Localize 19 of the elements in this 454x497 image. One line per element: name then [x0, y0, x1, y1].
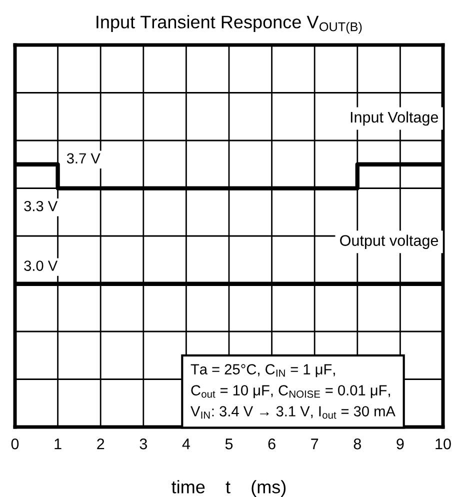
text: 3.7 V: [66, 153, 100, 164]
x-tick-label: 6: [268, 438, 276, 450]
x-tick-label: 5: [225, 438, 233, 450]
x-tick-label: 7: [311, 438, 318, 450]
x-tick-label: 1: [54, 438, 62, 450]
text: Ta = 25°C, C$_{IN}$ = 1 μF, C$_{out}$ = 10 μF, C$_{NOISE}$ = 0.01 μF, V$_{IN}$: 3.4 V → 3.1 V, I$_{out}$ = 30 mA: [190, 364, 396, 419]
x-axis-title: time t (ms): [172, 480, 286, 497]
x-tick-label: 9: [396, 438, 404, 450]
annotation: 3.0 V: [24, 260, 58, 271]
text: Output voltage: [340, 234, 438, 249]
x-tick-label: 0: [11, 438, 19, 450]
x-tick-label: 2: [97, 438, 104, 450]
x-tick-label: 4: [182, 438, 190, 450]
annotation: 3.3 V: [24, 200, 58, 212]
x-tick-label: 10: [436, 438, 451, 450]
x-tick-label: 3: [140, 438, 147, 450]
text: Input Voltage: [350, 111, 438, 126]
x-tick-label: 8: [354, 438, 361, 450]
chart-title: Input Transient Responce V$_{OUT(B)}$: [96, 15, 362, 34]
